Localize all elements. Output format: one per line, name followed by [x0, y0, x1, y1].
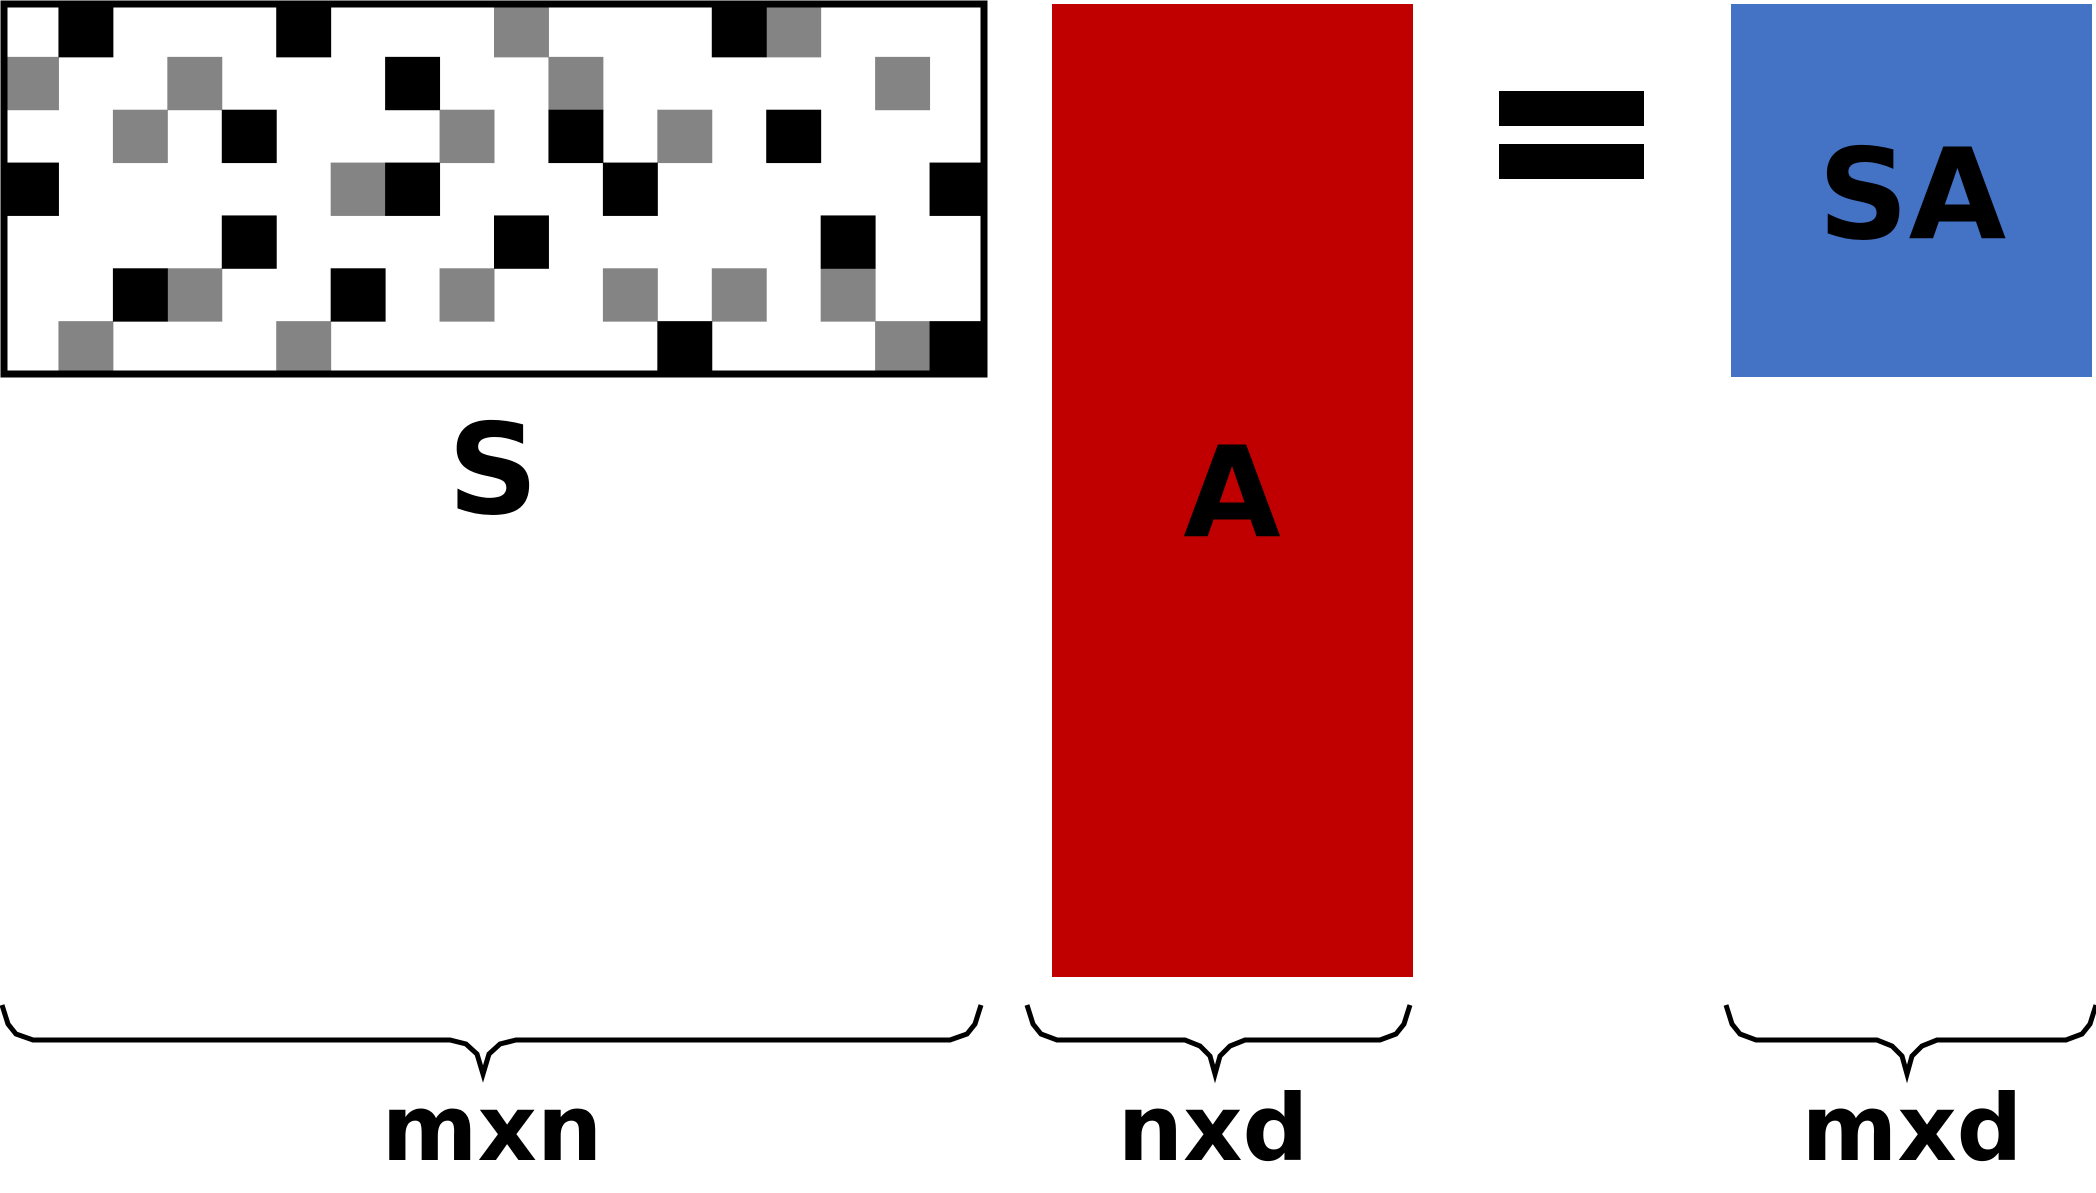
black-cell — [112, 268, 168, 322]
brace-mxn — [0, 1004, 984, 1083]
equals-sign — [1499, 91, 1644, 179]
brace-nxd — [1024, 1004, 1413, 1084]
gray-cell — [58, 321, 114, 375]
black-cell — [385, 56, 441, 111]
matrix-a-label: A — [1183, 419, 1281, 566]
black-cell — [385, 162, 441, 216]
gray-cell — [711, 268, 767, 322]
matrix-a-block — [1052, 4, 1413, 977]
equals-bar-bottom — [1499, 144, 1644, 179]
black-cell — [929, 321, 985, 375]
black-cell — [766, 109, 822, 164]
matrix-s-label: S — [448, 396, 539, 543]
gray-cell — [875, 56, 931, 111]
black-cell — [494, 215, 549, 269]
gray-cell — [167, 268, 223, 322]
gray-cell — [602, 268, 658, 322]
matrix-s-border — [0, 0, 988, 378]
matrix-sa-label: SA — [1818, 121, 2006, 268]
gray-cell — [4, 56, 59, 111]
gray-cell — [657, 109, 713, 164]
gray-cell — [439, 109, 495, 164]
gray-cell — [766, 4, 822, 58]
gray-cell — [276, 321, 332, 375]
gray-cell — [439, 268, 495, 322]
dimension-label-mxn: mxn — [382, 1075, 603, 1182]
gray-cell — [820, 268, 876, 322]
black-cell — [330, 268, 386, 322]
black-cell — [657, 321, 713, 375]
black-cell — [4, 162, 59, 216]
dimension-label-nxd: nxd — [1118, 1075, 1309, 1182]
black-cell — [820, 215, 876, 269]
black-cell — [276, 4, 332, 58]
gray-cell — [875, 321, 931, 375]
matrix-sa-block — [1731, 4, 2092, 377]
black-cell — [221, 109, 277, 164]
black-cell — [58, 4, 114, 58]
gray-cell — [167, 56, 223, 111]
black-cell — [602, 162, 658, 216]
black-cell — [929, 162, 985, 216]
matrix-s-cells — [4, 4, 985, 375]
brace-mxd — [1723, 1004, 2096, 1084]
equals-bar-top — [1499, 91, 1644, 126]
gray-cell — [112, 109, 168, 164]
gray-cell — [494, 4, 549, 58]
black-cell — [221, 215, 277, 269]
black-cell — [711, 4, 767, 58]
black-cell — [548, 109, 604, 164]
dimension-label-mxd: mxd — [1801, 1075, 2022, 1182]
gray-cell — [548, 56, 604, 111]
gray-cell — [330, 162, 386, 216]
